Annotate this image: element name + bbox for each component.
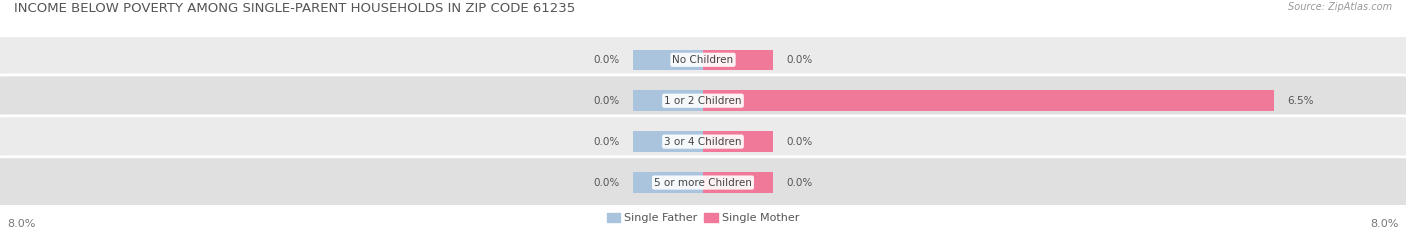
Bar bbox=[633, 50, 703, 70]
Legend: Single Father, Single Mother: Single Father, Single Mother bbox=[602, 208, 804, 227]
Text: 0.0%: 0.0% bbox=[593, 96, 620, 106]
Bar bbox=[633, 131, 703, 152]
Text: 0.0%: 0.0% bbox=[786, 137, 813, 147]
Bar bbox=[703, 90, 1274, 111]
FancyBboxPatch shape bbox=[0, 34, 1406, 86]
Text: 6.5%: 6.5% bbox=[1288, 96, 1313, 106]
FancyBboxPatch shape bbox=[0, 157, 1406, 208]
Bar bbox=[703, 172, 773, 193]
Text: 0.0%: 0.0% bbox=[593, 137, 620, 147]
Text: 8.0%: 8.0% bbox=[1371, 219, 1399, 229]
Text: 0.0%: 0.0% bbox=[786, 55, 813, 65]
Bar bbox=[703, 50, 773, 70]
Text: 8.0%: 8.0% bbox=[7, 219, 35, 229]
FancyBboxPatch shape bbox=[0, 116, 1406, 167]
FancyBboxPatch shape bbox=[0, 75, 1406, 127]
Text: 5 or more Children: 5 or more Children bbox=[654, 178, 752, 188]
Text: 0.0%: 0.0% bbox=[593, 55, 620, 65]
Text: 0.0%: 0.0% bbox=[593, 178, 620, 188]
Text: INCOME BELOW POVERTY AMONG SINGLE-PARENT HOUSEHOLDS IN ZIP CODE 61235: INCOME BELOW POVERTY AMONG SINGLE-PARENT… bbox=[14, 2, 575, 15]
Text: Source: ZipAtlas.com: Source: ZipAtlas.com bbox=[1288, 2, 1392, 12]
Text: 0.0%: 0.0% bbox=[786, 178, 813, 188]
Bar bbox=[633, 172, 703, 193]
Text: No Children: No Children bbox=[672, 55, 734, 65]
Bar bbox=[633, 90, 703, 111]
Text: 3 or 4 Children: 3 or 4 Children bbox=[664, 137, 742, 147]
Text: 1 or 2 Children: 1 or 2 Children bbox=[664, 96, 742, 106]
Bar bbox=[703, 131, 773, 152]
